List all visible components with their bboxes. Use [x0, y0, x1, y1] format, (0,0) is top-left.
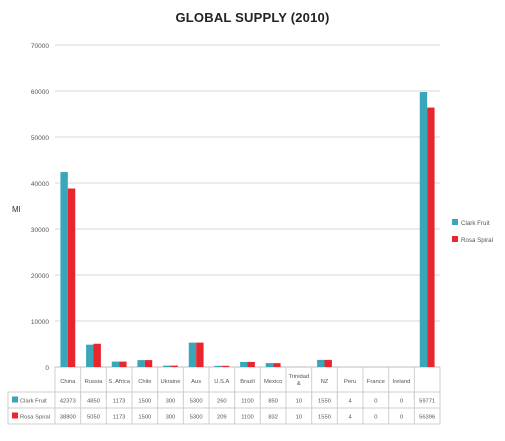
y-tick-label: 60000: [31, 89, 49, 96]
bar-series-1: [137, 360, 145, 367]
bar-series-1: [188, 342, 197, 367]
bar-series-1: [111, 361, 120, 367]
x-tick-label: France: [367, 379, 385, 385]
bar-series-2: [67, 188, 76, 367]
bar-series-1: [240, 361, 248, 367]
table-cell-value: 1173: [113, 415, 125, 421]
table-cell-value: 0: [374, 399, 377, 405]
table-cell-value: 5300: [190, 399, 203, 405]
bar-series-2: [119, 361, 127, 367]
table-series-name: Rosa Spiral: [20, 415, 50, 421]
table-cell-value: 5300: [190, 415, 203, 421]
x-tick-label: Aus: [191, 379, 201, 385]
table-cell-value: 4: [349, 399, 353, 405]
x-tick-label: Ukraine: [161, 379, 181, 385]
y-tick-label: 40000: [31, 181, 49, 188]
legend-key: [452, 219, 458, 225]
table-cell-value: 1173: [113, 399, 125, 405]
table-cell-value: 832: [268, 415, 278, 421]
table-cell-value: 42373: [60, 399, 76, 405]
table-cell-value: 10: [296, 399, 302, 405]
bar-series-2: [170, 365, 178, 367]
chart-title: GLOBAL SUPPLY (2010): [175, 10, 330, 25]
table-cell-value: 1500: [138, 415, 151, 421]
bar-series-2: [196, 342, 204, 367]
x-tick-label: U.S.A: [214, 379, 229, 385]
table-series-name: Clark Fruit: [20, 399, 47, 405]
table-cell-value: 4850: [87, 399, 100, 405]
table-cell-value: 59771: [419, 399, 435, 405]
table-cell-value: 1500: [138, 399, 151, 405]
y-tick-label: 50000: [31, 135, 49, 142]
x-tick-label: NZ: [321, 379, 329, 385]
x-tick-label: S. Africa: [108, 379, 130, 385]
y-tick-label: 30000: [31, 227, 49, 234]
x-tick-label: Peru: [344, 379, 356, 385]
bar-series-1: [60, 172, 68, 367]
table-cell-value: 0: [400, 399, 403, 405]
bar-series-2: [93, 343, 101, 367]
table-cell-value: 1100: [241, 399, 253, 405]
x-tick-label: Mexico: [264, 379, 282, 385]
y-tick-label: 10000: [31, 319, 49, 326]
x-tick-label: &: [297, 381, 301, 387]
legend-key: [452, 236, 458, 242]
bar-series-1: [214, 365, 222, 367]
table-legend-key: [12, 412, 18, 419]
table-cell-value: 1100: [241, 415, 253, 421]
table-legend-key: [12, 396, 18, 403]
table-cell-value: 850: [268, 399, 278, 405]
table-cell-value: 5050: [87, 415, 100, 421]
bar-series-2: [324, 359, 332, 367]
bar-series-1: [86, 344, 94, 367]
bar-series-2: [427, 107, 435, 367]
bar-series-2: [221, 365, 230, 367]
bar-series-2: [144, 360, 153, 367]
y-tick-label: 70000: [31, 43, 49, 50]
y-tick-label: 0: [45, 365, 49, 372]
table-cell-value: 38800: [60, 415, 76, 421]
y-axis-label: Ml: [12, 205, 21, 214]
table-cell-value: 300: [166, 399, 176, 405]
bar-series-2: [273, 363, 281, 367]
table-cell-value: 0: [400, 415, 403, 421]
x-tick-label: Russia: [85, 379, 103, 385]
x-tick-label: China: [60, 379, 76, 385]
x-tick-label: Chile: [138, 379, 151, 385]
legend-label: Rosa Spiral: [461, 237, 493, 244]
bar-series-1: [265, 363, 274, 367]
table-cell-value: 1550: [318, 415, 331, 421]
x-tick-label: Brazil: [240, 379, 255, 385]
table-cell-value: 300: [166, 415, 176, 421]
table-cell-value: 260: [217, 399, 227, 405]
table-cell-value: 4: [349, 415, 353, 421]
table-cell-value: 1550: [318, 399, 331, 405]
x-tick-label: Ireland: [393, 379, 411, 385]
y-tick-label: 20000: [31, 273, 49, 280]
table-cell-value: 56396: [419, 415, 435, 421]
bar-series-2: [247, 361, 255, 367]
bar-series-1: [163, 365, 171, 367]
table-cell-value: 209: [217, 415, 227, 421]
bar-series-1: [419, 92, 428, 367]
legend-label: Clark Fruit: [461, 220, 490, 227]
x-tick-label: Trinidad: [288, 374, 309, 380]
bar-series-1: [317, 359, 325, 367]
table-cell-value: 10: [296, 415, 302, 421]
table-cell-value: 0: [374, 415, 377, 421]
